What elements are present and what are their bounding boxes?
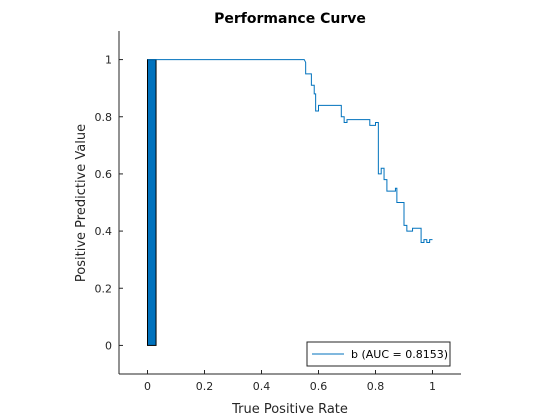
- x-tick-label: 0.6: [310, 380, 328, 393]
- y-tick-label: 0: [105, 339, 112, 352]
- x-axis-label: True Positive Rate: [231, 402, 348, 417]
- legend-entry-label: b (AUC = 0.8153): [351, 348, 448, 361]
- x-tick-label: 0.2: [196, 380, 214, 393]
- legend: b (AUC = 0.8153): [306, 341, 451, 367]
- x-tick-label: 0.8: [367, 380, 385, 393]
- axes: 0 0.2 0.4 0.6 0.8 1 0 0.2 0.4 0.6 0.8 1: [95, 31, 461, 393]
- x-tick-label: 1: [429, 380, 436, 393]
- y-axis-label: Positive Predictive Value: [74, 124, 89, 282]
- bar: [147, 59, 157, 346]
- chart-title: Performance Curve: [214, 11, 366, 27]
- y-tick-label: 1: [105, 54, 112, 67]
- y-tick-label: 0.8: [95, 111, 113, 124]
- plot-area: [147, 59, 433, 346]
- x-tick-label: 0: [144, 380, 151, 393]
- y-tick-label: 0.4: [95, 225, 113, 238]
- x-tick-label: 0.4: [253, 380, 271, 393]
- y-tick-label: 0.2: [95, 282, 113, 295]
- y-tick-label: 0.6: [95, 168, 113, 181]
- series-line-0: [147, 59, 433, 244]
